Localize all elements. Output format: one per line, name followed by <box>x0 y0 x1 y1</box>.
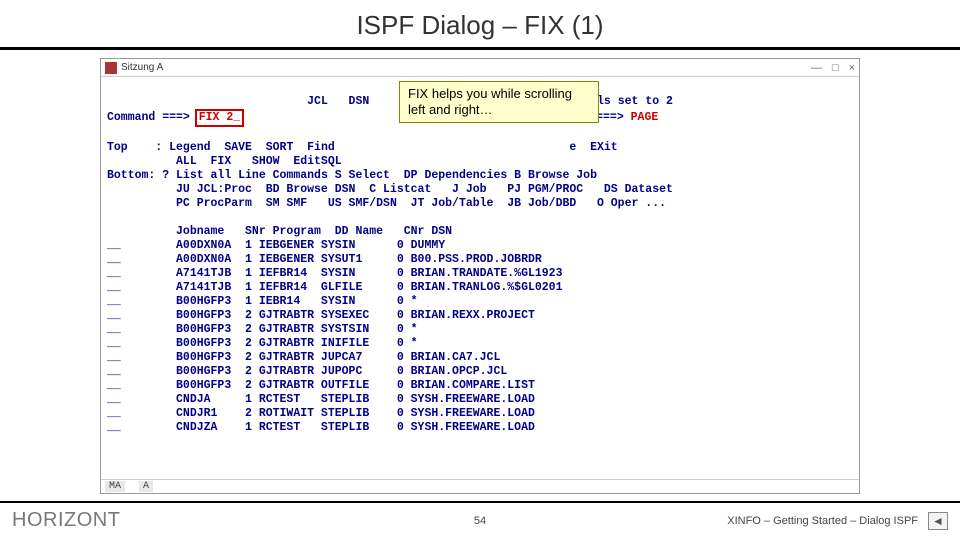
prev-slide-button[interactable]: ◄ <box>928 512 948 530</box>
top-line: Top : Legend SAVE SORT Find e EXit <box>107 141 618 154</box>
table-row[interactable]: __ B00HGFP3 2 GJTRABTR SYSEXEC 0 BRIAN.R… <box>107 309 535 322</box>
table-row[interactable]: __ CNDJR1 2 ROTIWAIT STEPLIB 0 SYSH.FREE… <box>107 407 535 420</box>
bottom-line: Bottom: ? List all Line Commands S Selec… <box>107 169 597 182</box>
titlebar-left: Sitzung A <box>105 62 163 74</box>
table-row[interactable]: __ B00HGFP3 1 IEBR14 SYSIN 0 * <box>107 295 418 308</box>
table-row[interactable]: __ B00HGFP3 2 GJTRABTR SYSTSIN 0 * <box>107 323 418 336</box>
bottom-line3: PC ProcParm SM SMF US SMF/DSN JT Job/Tab… <box>107 197 666 210</box>
footer-caption: XINFO – Getting Started – Dialog ISPF <box>727 515 918 527</box>
titlebar: Sitzung A — □ × <box>101 59 859 77</box>
table-row[interactable]: __ A00DXN0A 1 IEBGENER SYSUT1 0 B00.PSS.… <box>107 253 542 266</box>
minimize-button[interactable]: — <box>811 62 822 74</box>
footer-brand: HORIZONT <box>12 509 120 532</box>
status-seg-2: A <box>139 481 153 492</box>
footer-right: XINFO – Getting Started – Dialog ISPF ◄ <box>727 512 948 530</box>
scroll-value[interactable]: PAGE <box>631 111 659 124</box>
slide-title: ISPF Dialog – FIX (1) <box>0 0 960 47</box>
window-controls: — □ × <box>811 62 855 74</box>
callout-text: FIX helps you while scrolling left and r… <box>408 86 572 117</box>
table-row[interactable]: __ A7141TJB 1 IEFBR14 SYSIN 0 BRIAN.TRAN… <box>107 267 562 280</box>
maximize-button[interactable]: □ <box>832 62 839 74</box>
title-divider <box>0 47 960 50</box>
bottom-line2: JU JCL:Proc BD Browse DSN C Listcat J Jo… <box>107 183 673 196</box>
page-number: 54 <box>474 515 486 527</box>
terminal-window: Sitzung A — □ × JCL DSN Fix Cols set to … <box>100 58 860 494</box>
callout-box: FIX helps you while scrolling left and r… <box>399 81 599 123</box>
rows-container: __ A00DXN0A 1 IEBGENER SYSIN 0 DUMMY __ … <box>107 239 853 435</box>
status-seg-1: MA <box>105 481 125 492</box>
table-row[interactable]: __ B00HGFP3 2 GJTRABTR OUTFILE 0 BRIAN.C… <box>107 379 535 392</box>
close-button[interactable]: × <box>849 62 855 74</box>
table-row[interactable]: __ A00DXN0A 1 IEBGENER SYSIN 0 DUMMY <box>107 239 445 252</box>
session-name: Sitzung A <box>121 62 163 73</box>
terminal-body: JCL DSN Fix Cols set to 2 Command ===> F… <box>101 77 859 479</box>
statusbar: MA A <box>101 479 859 493</box>
table-row[interactable]: __ CNDJZA 1 RCTEST STEPLIB 0 SYSH.FREEWA… <box>107 421 535 434</box>
table-row[interactable]: __ B00HGFP3 2 GJTRABTR INIFILE 0 * <box>107 337 418 350</box>
top-line2: ALL FIX SHOW EditSQL <box>107 155 597 168</box>
session-icon <box>105 62 117 74</box>
table-row[interactable]: __ B00HGFP3 2 GJTRABTR JUPCA7 0 BRIAN.CA… <box>107 351 500 364</box>
table-row[interactable]: __ B00HGFP3 2 GJTRABTR JUPOPC 0 BRIAN.OP… <box>107 365 507 378</box>
table-row[interactable]: __ A7141TJB 1 IEFBR14 GLFILE 0 BRIAN.TRA… <box>107 281 562 294</box>
column-headers: Jobname SNr Program DD Name CNr DSN <box>107 225 452 238</box>
table-row[interactable]: __ CNDJA 1 RCTEST STEPLIB 0 SYSH.FREEWAR… <box>107 393 535 406</box>
command-input[interactable]: FIX 2_ <box>195 109 244 127</box>
footer: HORIZONT 54 XINFO – Getting Started – Di… <box>0 501 960 540</box>
